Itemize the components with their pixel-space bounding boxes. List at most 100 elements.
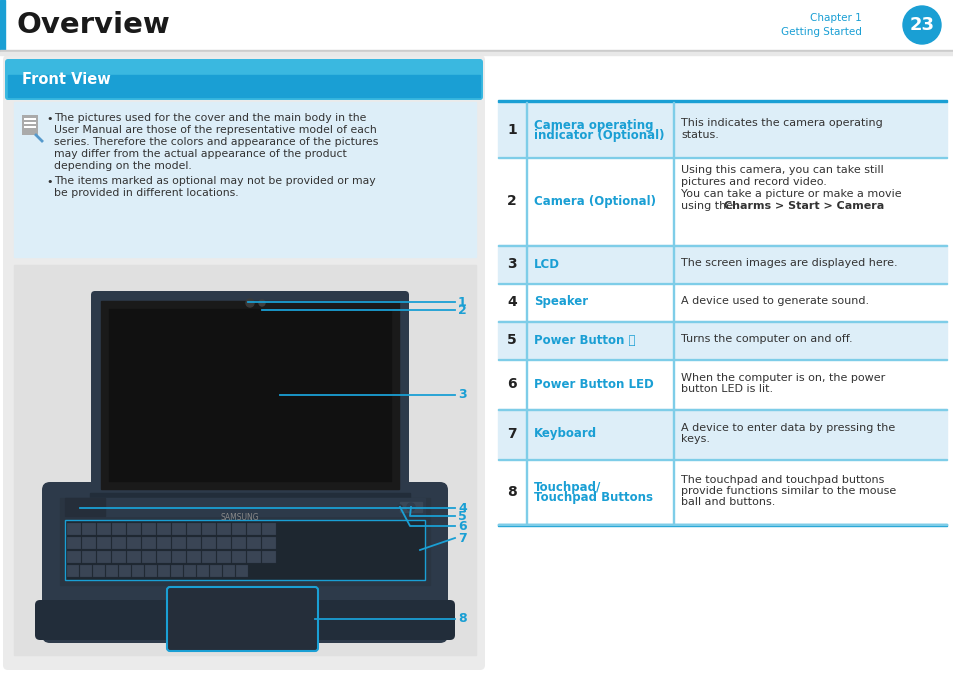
Text: keys.: keys. — [680, 434, 709, 444]
Bar — [106, 565, 118, 577]
Text: Charms > Start > Camera: Charms > Start > Camera — [723, 201, 883, 211]
FancyBboxPatch shape — [42, 482, 448, 643]
Bar — [525, 459, 526, 524]
Bar — [187, 537, 201, 549]
Bar — [497, 283, 946, 321]
Text: •: • — [46, 177, 52, 187]
Text: 3: 3 — [457, 389, 466, 401]
Bar — [525, 283, 526, 321]
Text: Speaker: Speaker — [534, 295, 587, 309]
Bar — [672, 409, 673, 459]
Bar — [497, 359, 946, 360]
FancyBboxPatch shape — [91, 291, 409, 499]
FancyBboxPatch shape — [3, 55, 484, 670]
Bar — [525, 157, 526, 245]
Bar — [82, 551, 96, 563]
Bar — [187, 523, 201, 535]
Bar — [65, 498, 424, 516]
Text: The items marked as optional may not be provided or may: The items marked as optional may not be … — [54, 176, 375, 186]
Bar — [672, 321, 673, 359]
Bar — [210, 565, 222, 577]
Bar — [525, 102, 526, 157]
Bar — [497, 524, 946, 526]
FancyBboxPatch shape — [167, 587, 317, 651]
Bar — [184, 565, 195, 577]
Text: This indicates the camera operating: This indicates the camera operating — [680, 118, 882, 129]
Bar — [142, 537, 156, 549]
Text: ball and buttons.: ball and buttons. — [680, 497, 775, 507]
Text: The touchpad and touchpad buttons: The touchpad and touchpad buttons — [680, 475, 883, 485]
Bar — [142, 551, 156, 563]
Text: 7: 7 — [457, 531, 466, 544]
Bar — [67, 565, 79, 577]
Text: Power Button LED: Power Button LED — [534, 378, 653, 391]
Bar — [90, 493, 410, 505]
Text: 4: 4 — [457, 502, 466, 515]
Text: 6: 6 — [457, 519, 466, 533]
Bar — [145, 565, 157, 577]
Bar — [497, 409, 946, 459]
Bar — [14, 265, 476, 655]
Bar — [672, 459, 673, 524]
Bar — [24, 122, 36, 124]
Bar — [0, 51, 953, 55]
Circle shape — [246, 299, 253, 307]
Text: Using this camera, you can take still: Using this camera, you can take still — [680, 165, 882, 175]
Text: pictures and record video.: pictures and record video. — [680, 177, 826, 187]
Bar — [0, 0, 953, 50]
Text: 2: 2 — [507, 194, 517, 208]
Bar — [158, 565, 170, 577]
Bar — [22, 115, 38, 135]
Bar — [157, 523, 171, 535]
Text: 4: 4 — [507, 295, 517, 309]
Text: 7: 7 — [507, 427, 517, 441]
Bar — [525, 245, 526, 283]
Bar — [0, 50, 953, 51]
Bar — [202, 551, 215, 563]
Bar — [497, 283, 946, 284]
Bar — [172, 523, 186, 535]
Bar — [497, 459, 946, 524]
Bar — [171, 565, 183, 577]
Bar — [497, 409, 946, 410]
Text: 23: 23 — [908, 16, 934, 34]
Bar — [262, 523, 275, 535]
Text: be provided in different locations.: be provided in different locations. — [54, 188, 238, 198]
Bar — [24, 118, 36, 120]
Text: User Manual are those of the representative model of each: User Manual are those of the representat… — [54, 125, 376, 135]
Text: The screen images are displayed here.: The screen images are displayed here. — [680, 259, 897, 269]
Text: 3: 3 — [507, 257, 517, 271]
Text: status.: status. — [680, 129, 719, 139]
Bar — [0, 0, 5, 50]
Text: 1: 1 — [457, 295, 466, 309]
Text: 5: 5 — [507, 333, 517, 347]
Bar — [399, 502, 421, 512]
Bar — [127, 537, 141, 549]
Bar — [232, 523, 246, 535]
Bar — [525, 409, 526, 459]
Bar — [525, 359, 526, 409]
Text: 5: 5 — [457, 510, 466, 523]
Text: may differ from the actual appearance of the product: may differ from the actual appearance of… — [54, 149, 346, 159]
Bar — [187, 551, 201, 563]
Bar — [223, 565, 234, 577]
Text: Getting Started: Getting Started — [781, 27, 862, 37]
Text: Keyboard: Keyboard — [534, 427, 597, 441]
Bar — [24, 126, 36, 128]
Bar — [157, 537, 171, 549]
Bar — [67, 551, 81, 563]
Bar — [82, 523, 96, 535]
Bar — [127, 551, 141, 563]
Text: Turns the computer on and off.: Turns the computer on and off. — [680, 334, 852, 345]
Text: Chapter 1: Chapter 1 — [809, 13, 862, 23]
Bar — [247, 523, 261, 535]
Bar — [497, 102, 946, 157]
Bar — [247, 537, 261, 549]
Text: 6: 6 — [507, 377, 517, 391]
Bar — [14, 102, 476, 257]
Bar — [216, 551, 231, 563]
Bar — [60, 498, 430, 585]
Bar — [232, 551, 246, 563]
Bar — [109, 309, 391, 481]
Bar — [67, 523, 81, 535]
